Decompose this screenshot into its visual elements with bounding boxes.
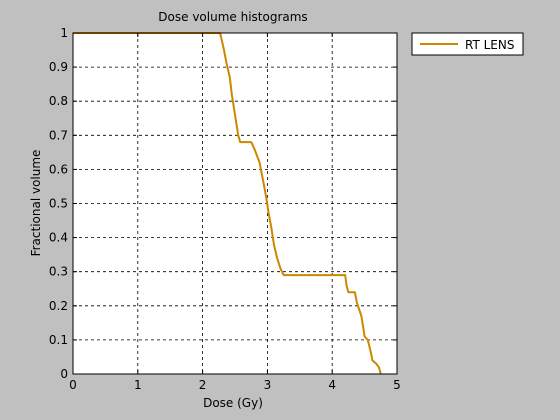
x-tick-label: 1 [134,378,142,392]
x-tick-label: 0 [69,378,77,392]
chart-title: Dose volume histograms [158,10,307,24]
y-tick-label: 0.7 [49,128,68,142]
y-tick-label: 0.3 [49,265,68,279]
x-tick-label: 5 [393,378,401,392]
y-tick-label: 0.2 [49,299,68,313]
x-axis-label: Dose (Gy) [203,396,263,410]
grid-lines [73,33,397,374]
y-tick-label: 0.9 [49,60,68,74]
x-tick-labels: 0 1 2 3 4 5 [69,378,401,392]
legend: RT LENS [411,32,524,56]
legend-label-rt-lens: RT LENS [465,38,514,52]
y-tick-labels: 0 0.1 0.2 0.3 0.4 0.5 0.6 0.7 0.8 0.9 1 [49,26,68,381]
y-tick-label: 0.5 [49,197,68,211]
y-tick-label: 0.6 [49,162,68,176]
y-tick-label: 0 [60,367,68,381]
x-tick-label: 3 [264,378,272,392]
y-axis-label: Fractional volume [29,150,43,257]
axis-ticks [72,32,398,375]
x-tick-label: 4 [328,378,336,392]
y-tick-label: 0.8 [49,94,68,108]
series-lines [73,32,382,375]
x-tick-label: 2 [199,378,207,392]
y-tick-label: 0.4 [49,231,68,245]
series-line-rt-lens [73,32,382,375]
y-tick-label: 0.1 [49,333,68,347]
legend-box [411,32,524,56]
y-tick-label: 1 [60,26,68,40]
plot-area: 0 1 2 3 4 5 0 0.1 0.2 0.3 0.4 0.5 0.6 0.7 0.8 0.9 1 [49,26,401,392]
